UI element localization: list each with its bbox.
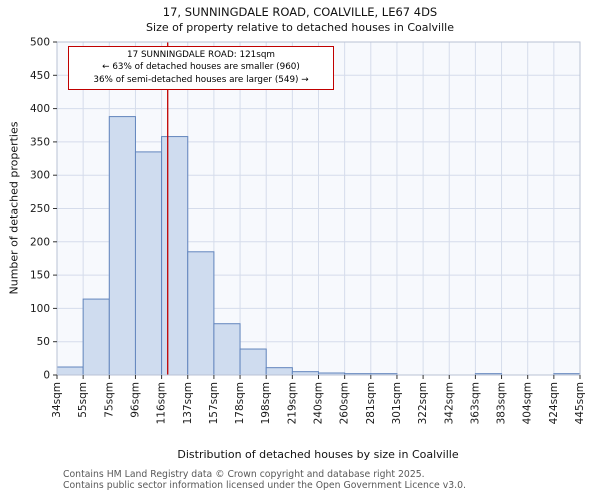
svg-text:445sqm: 445sqm <box>574 382 586 424</box>
svg-text:424sqm: 424sqm <box>548 382 560 424</box>
annotation-property-line: 17 SUNNINGDALE ROAD: 121sqm <box>126 50 276 60</box>
svg-text:137sqm: 137sqm <box>182 382 194 424</box>
svg-text:96sqm: 96sqm <box>129 382 141 418</box>
svg-text:260sqm: 260sqm <box>339 382 351 424</box>
chart-subtitle: Size of property relative to detached ho… <box>146 21 454 34</box>
svg-text:0: 0 <box>43 370 50 382</box>
svg-text:383sqm: 383sqm <box>496 382 508 424</box>
footer-licence-line: Contains public sector information licen… <box>63 479 466 491</box>
svg-text:198sqm: 198sqm <box>260 382 272 424</box>
svg-text:240sqm: 240sqm <box>313 382 325 424</box>
chart-title: 17, SUNNINGDALE ROAD, COALVILLE, LE67 4D… <box>162 5 438 19</box>
svg-text:34sqm: 34sqm <box>51 382 63 418</box>
svg-text:150: 150 <box>30 270 50 282</box>
svg-text:200: 200 <box>30 236 50 248</box>
y-axis-label: Number of detached properties <box>7 121 21 295</box>
svg-text:450: 450 <box>30 70 50 82</box>
svg-text:100: 100 <box>30 303 50 315</box>
svg-text:404sqm: 404sqm <box>522 382 534 424</box>
svg-text:250: 250 <box>30 203 50 215</box>
svg-text:50: 50 <box>37 336 50 348</box>
svg-text:116sqm: 116sqm <box>156 382 168 424</box>
svg-text:400: 400 <box>30 103 50 115</box>
svg-text:75sqm: 75sqm <box>103 382 115 418</box>
svg-text:350: 350 <box>30 136 50 148</box>
footer-copyright-line: Contains HM Land Registry data © Crown c… <box>63 469 425 480</box>
svg-text:281sqm: 281sqm <box>365 382 377 424</box>
annotation-box: 17 SUNNINGDALE ROAD: 121sqm ← 63% of det… <box>68 46 334 91</box>
svg-text:322sqm: 322sqm <box>417 382 429 424</box>
svg-text:178sqm: 178sqm <box>234 382 246 424</box>
svg-text:219sqm: 219sqm <box>286 382 298 424</box>
svg-text:301sqm: 301sqm <box>391 382 403 424</box>
svg-text:300: 300 <box>30 170 50 182</box>
svg-text:55sqm: 55sqm <box>77 382 89 418</box>
footer: Contains HM Land Registry data © Crown c… <box>63 469 466 491</box>
svg-text:157sqm: 157sqm <box>208 382 220 424</box>
svg-text:342sqm: 342sqm <box>443 382 455 424</box>
x-axis-label: Distribution of detached houses by size … <box>177 448 459 461</box>
annotation-smaller-line: ← 63% of detached houses are smaller (96… <box>102 62 300 73</box>
svg-text:500: 500 <box>30 37 50 49</box>
svg-text:363sqm: 363sqm <box>469 382 481 424</box>
annotation-larger-line: 36% of semi-detached houses are larger (… <box>93 74 309 85</box>
